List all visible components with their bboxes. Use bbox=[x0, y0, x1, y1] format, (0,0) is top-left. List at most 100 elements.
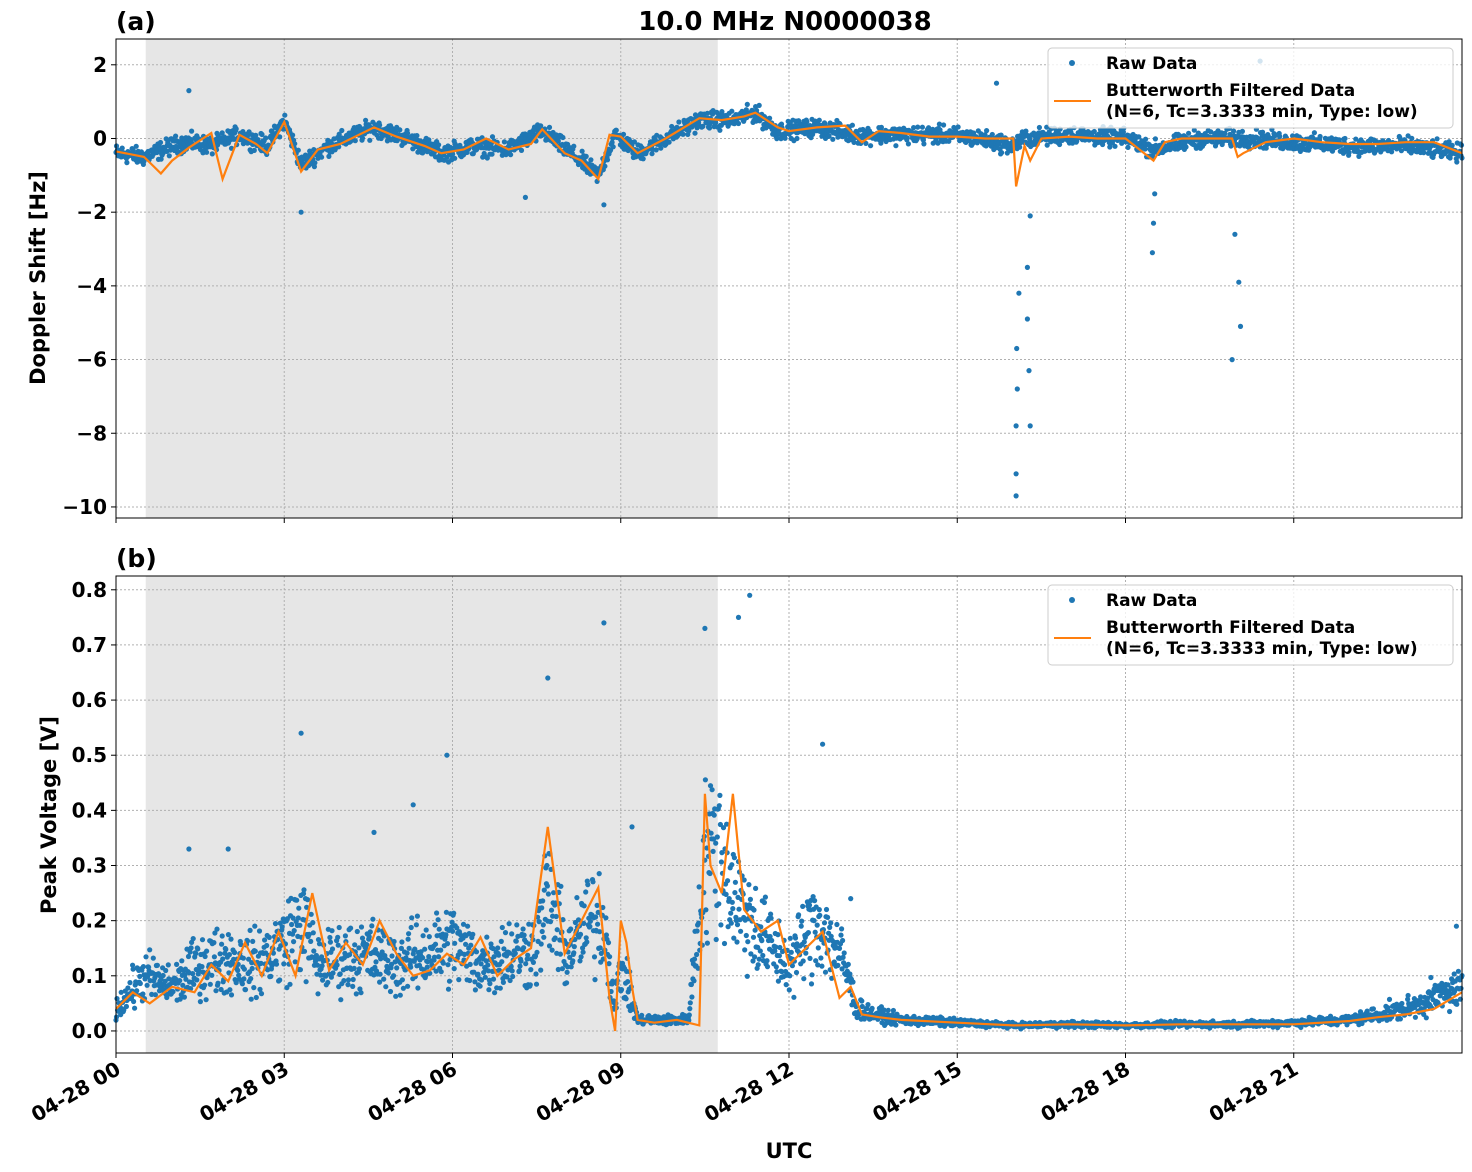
raw-data-point bbox=[472, 979, 478, 985]
raw-data-point bbox=[653, 147, 659, 153]
raw-data-point bbox=[768, 911, 774, 917]
panel-a-shaded-region bbox=[145, 39, 718, 518]
raw-data-point bbox=[432, 941, 439, 947]
raw-data-point bbox=[725, 878, 731, 884]
raw-data-point bbox=[505, 967, 511, 973]
raw-data-point bbox=[253, 132, 259, 138]
raw-data-point bbox=[436, 954, 442, 960]
raw-data-point bbox=[378, 938, 384, 944]
raw-data-point bbox=[1363, 148, 1369, 154]
raw-data-point bbox=[724, 821, 730, 827]
raw-data-point bbox=[149, 991, 155, 998]
raw-data-point bbox=[450, 151, 456, 157]
raw-data-point bbox=[711, 812, 717, 818]
raw-data-point bbox=[577, 958, 583, 964]
raw-data-point bbox=[815, 962, 821, 968]
raw-data-point bbox=[404, 950, 410, 956]
raw-data-point bbox=[452, 940, 458, 946]
raw-data-point bbox=[189, 128, 195, 134]
raw-data-point bbox=[517, 963, 523, 969]
raw-data-point bbox=[523, 961, 529, 967]
raw-data-point bbox=[484, 934, 490, 940]
raw-data-point bbox=[197, 991, 203, 997]
raw-data-point bbox=[1191, 127, 1197, 133]
raw-data-point bbox=[811, 918, 817, 924]
raw-data-point bbox=[782, 962, 788, 968]
raw-data-point bbox=[233, 980, 239, 986]
raw-data-point bbox=[806, 902, 813, 908]
raw-data-point bbox=[729, 899, 735, 905]
raw-data-point bbox=[310, 920, 316, 926]
raw-data-point bbox=[315, 991, 321, 997]
raw-data-point bbox=[710, 848, 716, 855]
raw-data-point bbox=[596, 871, 602, 877]
raw-data-point bbox=[248, 976, 254, 982]
raw-data-point bbox=[251, 985, 257, 991]
raw-data-outlier bbox=[1152, 191, 1158, 197]
panel-a-legend-box bbox=[1047, 47, 1454, 129]
raw-data-point bbox=[241, 966, 247, 972]
raw-data-point bbox=[484, 155, 490, 161]
raw-data-point bbox=[893, 1022, 899, 1028]
raw-data-point bbox=[706, 125, 713, 131]
raw-data-point bbox=[326, 153, 332, 159]
raw-data-point bbox=[294, 897, 300, 903]
raw-data-point bbox=[694, 951, 700, 958]
raw-data-point bbox=[775, 932, 781, 938]
raw-data-point bbox=[207, 981, 213, 987]
raw-data-point bbox=[319, 154, 325, 160]
raw-data-point bbox=[575, 917, 582, 923]
raw-data-point bbox=[406, 945, 412, 951]
raw-data-point bbox=[479, 977, 485, 983]
raw-data-point bbox=[399, 977, 405, 983]
raw-data-point bbox=[753, 885, 759, 892]
raw-data-outlier bbox=[1027, 213, 1033, 219]
raw-data-point bbox=[257, 986, 263, 993]
raw-data-point bbox=[602, 163, 608, 169]
raw-data-point bbox=[768, 915, 774, 921]
raw-data-point bbox=[606, 961, 612, 967]
raw-data-point bbox=[744, 973, 750, 979]
raw-data-point bbox=[730, 906, 736, 912]
raw-data-point bbox=[509, 968, 515, 974]
raw-data-point bbox=[800, 958, 806, 964]
raw-data-point bbox=[555, 966, 561, 973]
raw-data-point bbox=[214, 926, 220, 932]
raw-data-point bbox=[649, 147, 656, 153]
raw-data-point bbox=[818, 955, 824, 961]
raw-data-point bbox=[829, 975, 835, 981]
raw-data-point bbox=[538, 967, 544, 973]
raw-data-point bbox=[358, 924, 365, 930]
raw-data-point bbox=[320, 977, 326, 983]
raw-data-point bbox=[188, 945, 194, 951]
raw-data-point bbox=[209, 151, 215, 157]
raw-data-point bbox=[495, 945, 501, 951]
raw-data-point bbox=[791, 994, 797, 1000]
raw-data-point bbox=[810, 894, 816, 900]
raw-data-point bbox=[734, 922, 741, 928]
raw-data-point bbox=[708, 830, 714, 836]
raw-data-point bbox=[591, 954, 598, 960]
raw-data-point bbox=[272, 921, 279, 927]
raw-data-point bbox=[367, 137, 373, 143]
raw-data-point bbox=[502, 930, 509, 936]
raw-data-outlier bbox=[522, 194, 529, 200]
raw-data-point bbox=[499, 924, 505, 931]
raw-data-point bbox=[460, 921, 467, 927]
raw-data-point bbox=[334, 962, 340, 968]
raw-data-point bbox=[123, 1003, 129, 1010]
raw-data-point bbox=[757, 948, 763, 954]
raw-data-point bbox=[822, 969, 829, 975]
raw-data-point bbox=[373, 959, 379, 965]
raw-data-point bbox=[163, 967, 169, 974]
raw-data-point bbox=[393, 993, 399, 999]
raw-data-point bbox=[859, 1003, 865, 1010]
raw-data-point bbox=[1119, 140, 1125, 146]
raw-data-point bbox=[604, 157, 611, 163]
raw-data-point bbox=[603, 932, 610, 938]
raw-data-point bbox=[587, 918, 594, 924]
raw-data-point bbox=[524, 956, 530, 962]
raw-data-point bbox=[794, 135, 800, 142]
y-tick-label: −10 bbox=[62, 495, 107, 519]
raw-data-point bbox=[625, 979, 631, 985]
